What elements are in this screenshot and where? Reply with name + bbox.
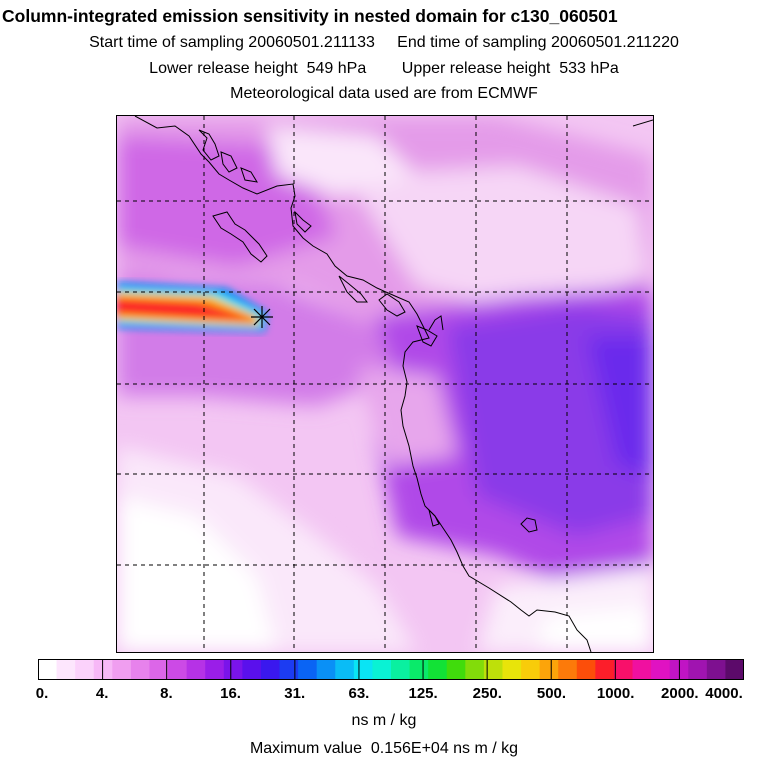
colorbar-tick-label: 16. [220, 685, 241, 702]
colorbar-swatch [502, 659, 522, 680]
colorbar-swatch [391, 659, 411, 680]
colorbar-swatch [130, 659, 150, 680]
colorbar-swatch [93, 659, 113, 680]
colorbar-units: ns m / kg [351, 712, 417, 729]
figure-title: Column-integrated emission sensitivity i… [2, 6, 618, 26]
colorbar-swatch [260, 659, 281, 680]
colorbar-swatch [409, 659, 429, 680]
lat-lon-grid [117, 116, 653, 652]
met-data-source: Meteorological data used are from ECMWF [230, 85, 538, 102]
colorbar-swatch [38, 659, 58, 680]
colorbar-tick-label: 1000. [596, 685, 635, 702]
colorbar-swatch [558, 659, 578, 680]
maximum-value: Maximum value 0.156E+04 ns m / kg [249, 740, 519, 757]
sensitivity-map [117, 116, 653, 652]
colorbar-tick-label: 500. [536, 685, 567, 702]
colorbar-tick-label: 2000. [661, 685, 699, 702]
colorbar-swatch [613, 659, 634, 680]
colorbar-swatch [595, 659, 615, 680]
colorbar-swatch [298, 659, 318, 680]
colorbar-tick-label: 4000. [705, 685, 743, 702]
colorbar-swatch [688, 659, 708, 680]
colorbar-swatch [223, 659, 243, 680]
colorbar-tick-label: 125. [408, 685, 438, 702]
colorbar-swatch [75, 659, 95, 680]
colorbar-swatch [372, 659, 392, 680]
colorbar-swatch [428, 659, 448, 680]
colorbar-swatch [465, 659, 485, 680]
sampling-times: Start time of sampling 20060501.211133 E… [89, 34, 679, 51]
colorbar-swatch [186, 659, 206, 680]
colorbar-tick-label: 63. [348, 685, 370, 702]
colorbar-swatch [112, 659, 132, 680]
map-panel [116, 115, 654, 653]
colorbar-swatch [242, 659, 262, 680]
colorbar-swatch [521, 659, 541, 680]
release-heights: Lower release height 549 hPa Upper relea… [149, 60, 619, 77]
colorbar-swatch [168, 659, 188, 680]
colorbar-swatch [651, 659, 671, 680]
colorbar-tick-label: 8. [160, 685, 173, 702]
colorbar-swatch [632, 659, 652, 680]
colorbar-tick-label: 250. [472, 685, 502, 702]
colorbar-swatch [576, 659, 596, 680]
coastline [134, 116, 653, 652]
colorbar-swatch [446, 659, 466, 680]
colorbar-swatch [483, 659, 503, 680]
colorbar-swatch [335, 659, 355, 680]
colorbar-swatch [149, 659, 169, 680]
colorbar-border [38, 659, 744, 680]
colorbar-swatch [56, 659, 76, 680]
colorbar-swatch [706, 659, 726, 680]
colorbar-swatch [353, 659, 373, 680]
colorbar-swatch [725, 659, 744, 680]
color-scale-bar [38, 659, 744, 680]
colorbar-tick-label: 31. [284, 685, 306, 702]
colorbar-swatch [279, 659, 299, 680]
release-point-marker [251, 306, 273, 328]
colorbar-swatch [539, 659, 559, 680]
colorbar-swatch [205, 659, 225, 680]
high-sensitivity-plume [117, 282, 267, 332]
colorbar-tick-label: 4. [95, 685, 109, 702]
colorbar-tick-label: 0. [35, 685, 49, 702]
colorbar-swatch [316, 659, 336, 680]
